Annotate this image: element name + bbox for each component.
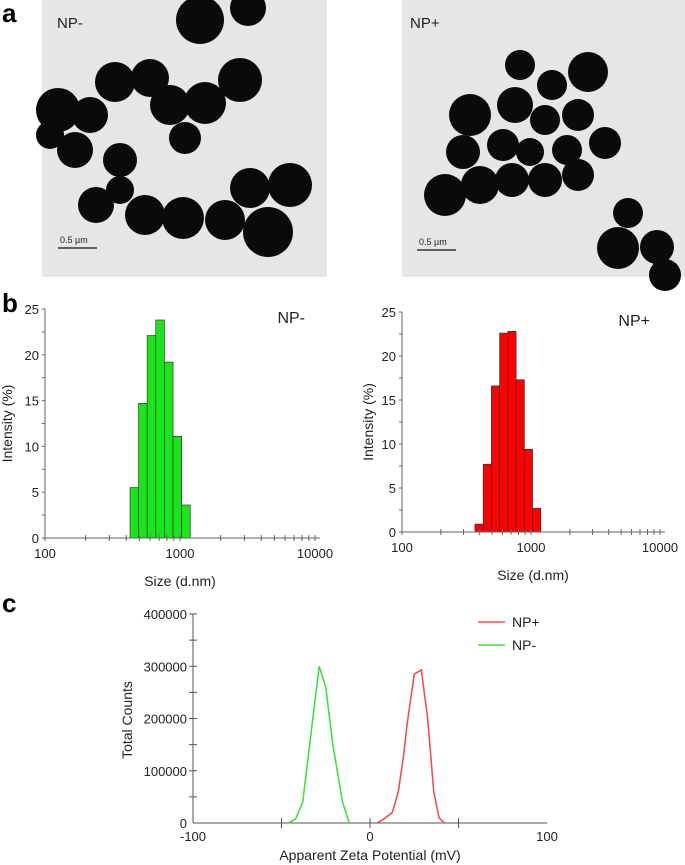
histogram-bar bbox=[181, 504, 191, 539]
x-tick-label: 100 bbox=[536, 829, 558, 844]
x-tick-label: 10000 bbox=[642, 540, 678, 555]
histogram-bar bbox=[146, 335, 157, 539]
panel-a-letter: a bbox=[2, 0, 17, 28]
scale-bar-label: 0.5 µm bbox=[419, 237, 447, 247]
legend-label: NP- bbox=[512, 637, 536, 653]
x-tick-label: 1000 bbox=[166, 546, 195, 561]
chart-title: NP- bbox=[277, 310, 305, 327]
y-tick-label: 300000 bbox=[144, 659, 187, 674]
histogram-bar bbox=[172, 435, 182, 539]
y-axis-label: Intensity (%) bbox=[0, 385, 15, 463]
legend-label: NP+ bbox=[512, 614, 540, 630]
histogram-bar bbox=[155, 319, 165, 539]
tem-label: NP- bbox=[57, 15, 83, 32]
y-tick-label: 20 bbox=[25, 348, 39, 363]
x-tick-label: 10000 bbox=[297, 546, 333, 561]
y-axis-label: Total Counts bbox=[119, 681, 135, 759]
y-tick-label: 0 bbox=[389, 525, 396, 540]
panel-b-letter: b bbox=[2, 288, 18, 318]
tem-image-np-minus: NP- 0.5 µm bbox=[36, 0, 327, 277]
y-tick-label: 10 bbox=[25, 439, 39, 454]
panel-c-letter: c bbox=[2, 588, 16, 618]
x-axis-label: Apparent Zeta Potential (mV) bbox=[279, 847, 460, 863]
x-tick-label: 1000 bbox=[517, 540, 546, 555]
histogram-bar bbox=[474, 523, 484, 533]
x-axis-label: Size (d.nm) bbox=[497, 567, 569, 583]
histogram-np-minus: 0 5 10 15 20 25 100 1000 10000 Size (d.nm) Intensi… bbox=[0, 302, 333, 589]
y-tick-label: 25 bbox=[25, 302, 39, 317]
y-tick-label: 20 bbox=[382, 349, 396, 364]
y-tick-label: 200000 bbox=[144, 712, 187, 727]
chart-title: NP+ bbox=[618, 313, 650, 330]
histogram-bar bbox=[129, 487, 140, 539]
y-tick-label: 25 bbox=[382, 305, 396, 320]
y-tick-label: 0 bbox=[180, 816, 187, 831]
histogram-bar bbox=[515, 379, 525, 533]
y-tick-label: 5 bbox=[32, 485, 39, 500]
histogram-np-plus: 0 5 10 15 20 25 100 1000 10000 Size (d.nm) Intensi… bbox=[360, 305, 678, 583]
histogram-bar bbox=[523, 448, 533, 533]
tem-label: NP+ bbox=[410, 15, 440, 32]
histogram-bar bbox=[164, 361, 174, 539]
y-tick-label: 0 bbox=[32, 531, 39, 546]
scale-bar-label: 0.5 µm bbox=[60, 235, 88, 245]
histogram-bar bbox=[499, 332, 509, 533]
y-tick-label: 400000 bbox=[144, 607, 187, 622]
y-tick-label: 15 bbox=[25, 394, 39, 409]
histogram-bar bbox=[491, 385, 501, 533]
nanoparticles bbox=[36, 0, 312, 257]
x-tick-label: 100 bbox=[34, 546, 56, 561]
y-tick-label: 15 bbox=[382, 393, 396, 408]
y-axis-label: Intensity (%) bbox=[360, 383, 376, 461]
y-tick-label: 10 bbox=[382, 437, 396, 452]
nanoparticles bbox=[424, 50, 681, 291]
histogram-bar bbox=[138, 402, 148, 539]
y-tick-label: 100000 bbox=[144, 764, 187, 779]
y-tick-label: 5 bbox=[389, 481, 396, 496]
x-axis-label: Size (d.nm) bbox=[144, 573, 216, 589]
x-tick-label: 0 bbox=[366, 829, 373, 844]
tem-image-np-plus: NP+ 0.5 µm bbox=[402, 0, 685, 291]
histogram-bar bbox=[532, 507, 542, 533]
x-tick-label: 100 bbox=[391, 540, 413, 555]
histogram-bar bbox=[507, 331, 517, 533]
series-line-np-minus bbox=[288, 666, 351, 824]
x-tick-label: -100 bbox=[180, 829, 206, 844]
histogram-bar bbox=[482, 463, 492, 533]
series-line-np-plus bbox=[376, 668, 445, 824]
